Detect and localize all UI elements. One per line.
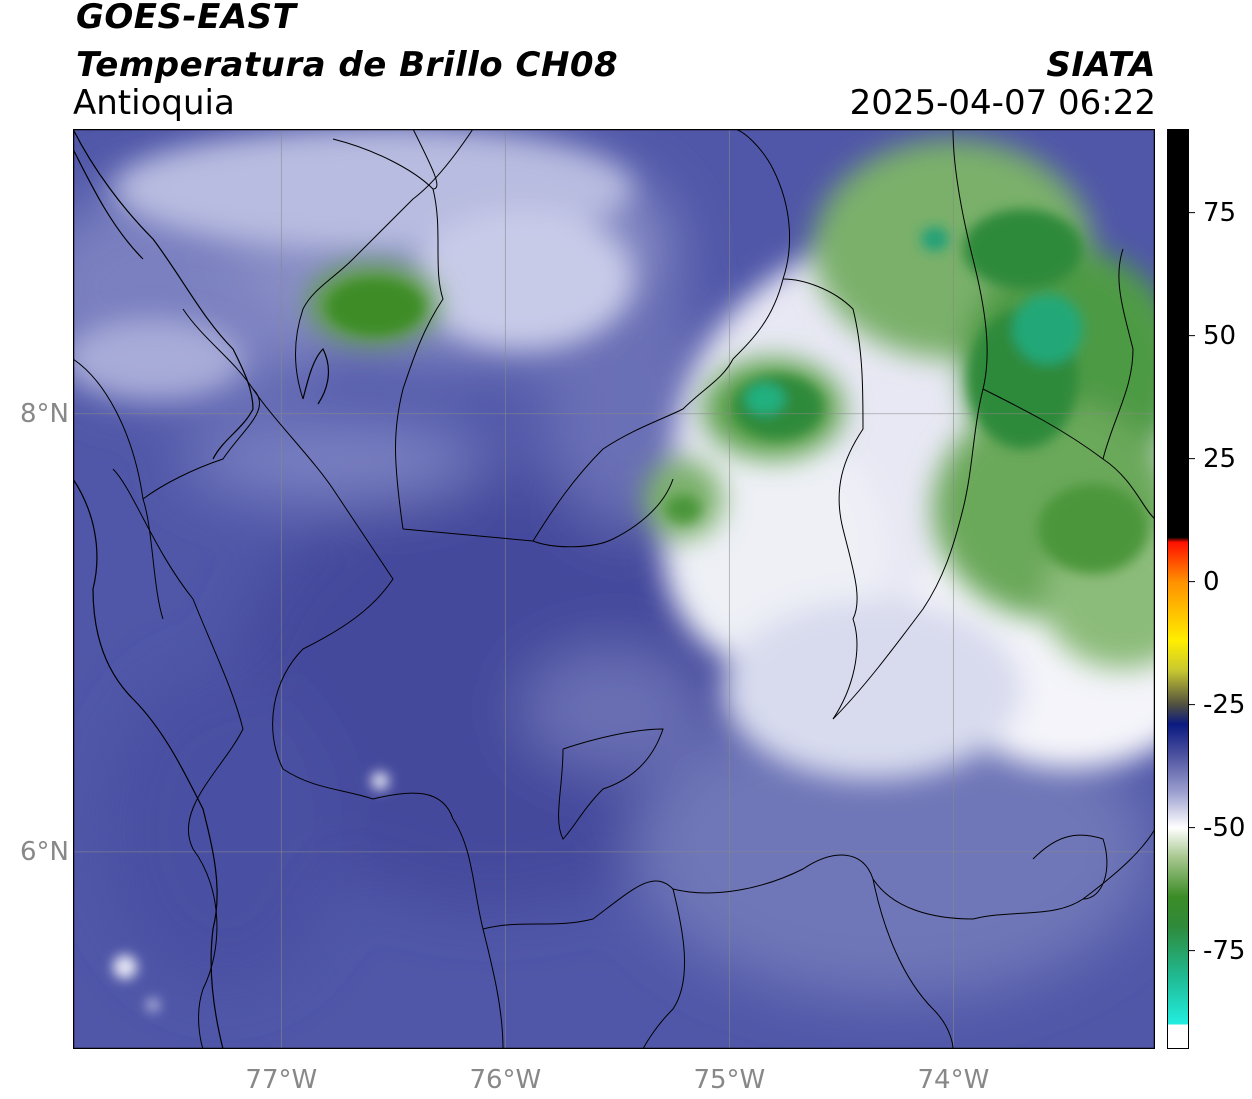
colorbar-tick-label: 75 — [1203, 197, 1237, 228]
lon-tick-label: 77°W — [245, 1065, 318, 1095]
datetime-label: 2025-04-07 06:22 — [849, 83, 1156, 123]
colorbar-tick-label: 50 — [1203, 320, 1237, 351]
product-title: Temperatura de Brillo CH08 — [76, 45, 619, 85]
lat-tick-label: 6°N — [20, 836, 69, 867]
map-panel — [72, 128, 1156, 1050]
colorbar-tick-label: 25 — [1203, 443, 1237, 474]
brightness-temperature-map — [72, 128, 1156, 1050]
lon-tick-label: 76°W — [469, 1065, 542, 1095]
lat-tick-label: 8°N — [20, 398, 69, 429]
colorbar-tick-label: -25 — [1203, 689, 1246, 720]
region-label: Antioquia — [73, 83, 235, 123]
colorbar-tick-label: -50 — [1203, 812, 1246, 843]
green-cloud-clusters — [308, 139, 1155, 669]
administrative-boundaries — [73, 129, 1155, 1049]
coastlines — [73, 129, 330, 1049]
source-label: SIATA — [1046, 45, 1156, 85]
colorbar-gradient — [1167, 129, 1195, 1049]
lon-tick-label: 74°W — [917, 1065, 990, 1095]
small-cloud-spots — [113, 772, 389, 1011]
colorbar-tick-label: 0 — [1203, 566, 1220, 597]
map-gridlines — [73, 129, 1155, 1049]
antioquia-outline — [532, 478, 674, 548]
lon-tick-label: 75°W — [693, 1065, 766, 1095]
satellite-title: GOES-EAST — [76, 0, 297, 37]
colorbar — [1167, 129, 1195, 1049]
colorbar-tick-label: -75 — [1203, 935, 1246, 966]
map-frame — [72, 128, 1156, 1050]
